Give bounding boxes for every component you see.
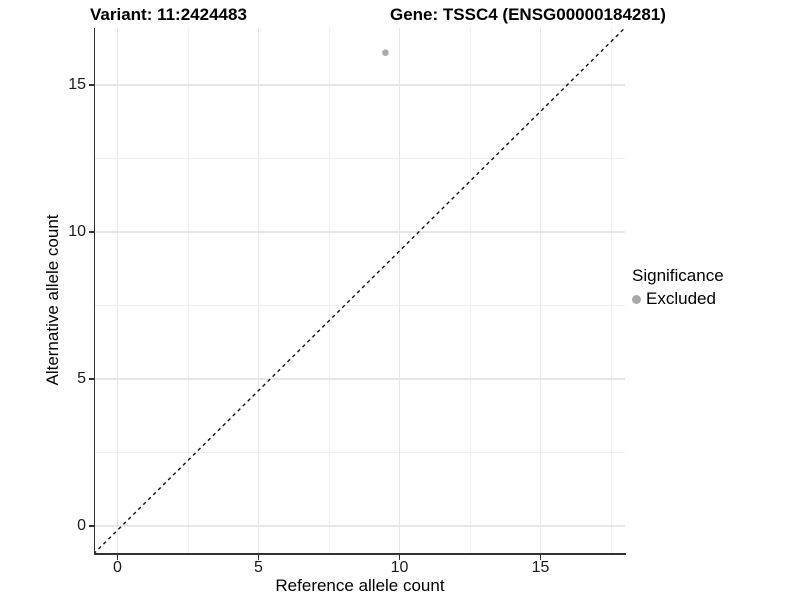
gridline-y-major — [95, 525, 625, 527]
gridline-y-major — [95, 378, 625, 380]
y-tick-label: 5 — [77, 370, 86, 387]
legend-item-excluded: Excluded — [632, 289, 724, 309]
x-tick — [257, 555, 260, 560]
y-tick-label: 0 — [77, 517, 86, 534]
gridline-y-minor — [95, 452, 625, 453]
plot-panel — [95, 28, 625, 553]
x-axis-line — [93, 553, 626, 555]
gene-title: Gene: TSSC4 (ENSG00000184281) — [390, 5, 666, 24]
x-tick-label: 0 — [113, 559, 122, 576]
gridline-x-major — [257, 28, 260, 553]
x-tick-label: 10 — [390, 559, 409, 576]
y-tick — [89, 378, 94, 380]
gridline-x-major — [539, 28, 542, 553]
y-tick-label: 15 — [68, 76, 86, 93]
x-axis-title: Reference allele count — [275, 576, 445, 595]
gridline-y-minor — [95, 305, 625, 306]
y-tick-label: 10 — [68, 223, 86, 240]
legend-item-label: Excluded — [646, 289, 716, 308]
y-tick — [89, 525, 94, 527]
data-point — [382, 49, 389, 56]
gridline-x-minor — [187, 28, 189, 553]
legend: Significance Excluded — [632, 266, 724, 309]
gridline-y-major — [95, 231, 625, 233]
y-axis-line — [93, 28, 96, 555]
x-tick — [116, 555, 119, 560]
legend-point-icon — [632, 294, 641, 304]
x-tick — [539, 555, 542, 560]
x-tick — [398, 555, 401, 560]
gridline-y-minor — [95, 158, 625, 159]
legend-title: Significance — [632, 266, 724, 285]
gridline-x-major — [116, 28, 119, 553]
gridline-x-minor — [610, 28, 612, 553]
identity-line — [95, 28, 625, 553]
plot-canvas — [95, 28, 625, 553]
gridline-x-minor — [328, 28, 330, 553]
gridline-x-minor — [469, 28, 471, 553]
gridline-y-major — [95, 84, 625, 86]
gridline-x-major — [398, 28, 401, 553]
x-tick-label: 5 — [254, 559, 263, 576]
y-tick — [89, 84, 94, 86]
variant-title: Variant: 11:2424483 — [90, 5, 247, 24]
x-tick-label: 15 — [531, 559, 550, 576]
y-tick — [89, 231, 94, 233]
